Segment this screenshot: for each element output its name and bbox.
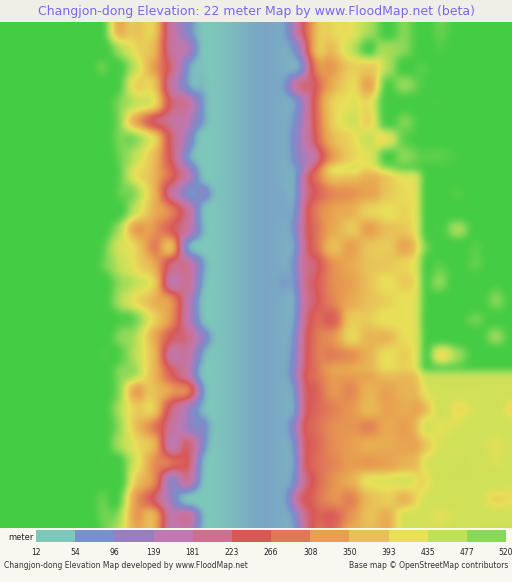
Text: 266: 266 (264, 548, 278, 557)
Bar (75, 530, 114, 542)
Text: Changjon-dong Elevation: 22 meter Map by www.FloodMap.net (beta): Changjon-dong Elevation: 22 meter Map by… (37, 5, 475, 17)
Text: meter: meter (8, 534, 33, 542)
Bar (428, 530, 467, 542)
Text: 223: 223 (225, 548, 239, 557)
Text: 96: 96 (110, 548, 119, 557)
Bar (154, 530, 193, 542)
Bar (349, 530, 389, 542)
Text: 12: 12 (31, 548, 41, 557)
Bar (310, 530, 349, 542)
Text: 477: 477 (460, 548, 474, 557)
Bar (114, 530, 154, 542)
Bar (36, 530, 75, 542)
Text: 139: 139 (146, 548, 161, 557)
Text: 308: 308 (303, 548, 317, 557)
Bar (467, 530, 506, 542)
Bar (232, 530, 271, 542)
Text: 350: 350 (342, 548, 357, 557)
Text: 393: 393 (381, 548, 396, 557)
Text: Base map © OpenStreetMap contributors: Base map © OpenStreetMap contributors (349, 562, 508, 570)
Bar (389, 530, 428, 542)
Text: 54: 54 (70, 548, 80, 557)
Bar (193, 530, 232, 542)
Text: 435: 435 (420, 548, 435, 557)
Text: 181: 181 (185, 548, 200, 557)
Text: Changjon-dong Elevation Map developed by www.FloodMap.net: Changjon-dong Elevation Map developed by… (4, 562, 248, 570)
Bar (271, 530, 310, 542)
Text: 520: 520 (499, 548, 512, 557)
